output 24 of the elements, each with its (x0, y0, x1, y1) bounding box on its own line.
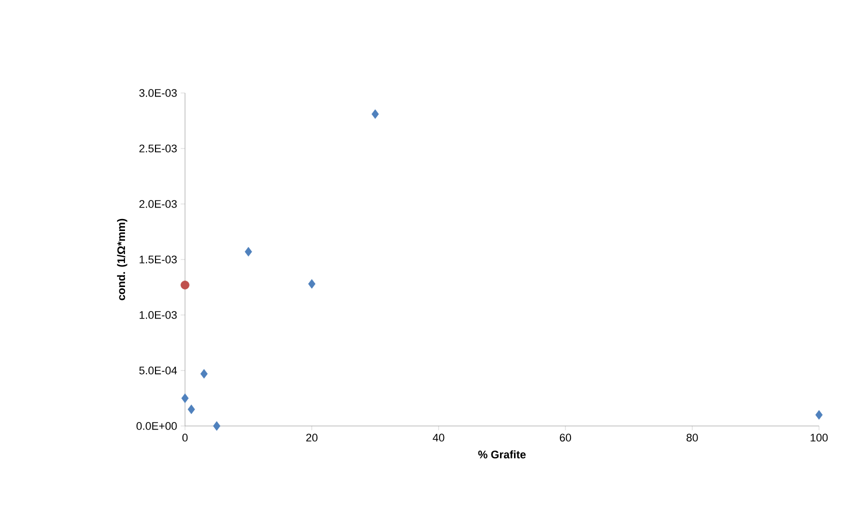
point (200, 369, 208, 379)
point (181, 393, 189, 404)
x-tick-label: 60 (560, 434, 572, 442)
x-tick-label: 20 (306, 434, 318, 442)
x-axis-title: % Grafite (478, 450, 526, 458)
x-tick-label: 80 (686, 434, 698, 442)
point (180, 280, 190, 290)
y-tick-label: 2.0E-03 (139, 200, 177, 208)
point (213, 421, 220, 431)
point (308, 279, 316, 289)
y-tick-label: 5.0E-04 (139, 366, 177, 374)
y-tick-label: 1.0E-03 (140, 311, 177, 319)
point (372, 109, 379, 119)
y-tick-label: 2.5E-03 (139, 144, 177, 152)
point (815, 410, 823, 420)
y-tick-label: 0.0E+00 (136, 422, 177, 430)
y-tick-label: 1.5E-03 (140, 256, 177, 264)
point (244, 246, 252, 256)
point (188, 404, 195, 414)
x-tick-label: 0 (182, 434, 188, 442)
y-axis-title: cond. (1/Ω*mm) (117, 218, 128, 300)
x-tick-label: 40 (432, 434, 444, 442)
x-tick-label: 100 (810, 434, 828, 442)
y-tick-label: 3.0E-03 (139, 89, 177, 97)
